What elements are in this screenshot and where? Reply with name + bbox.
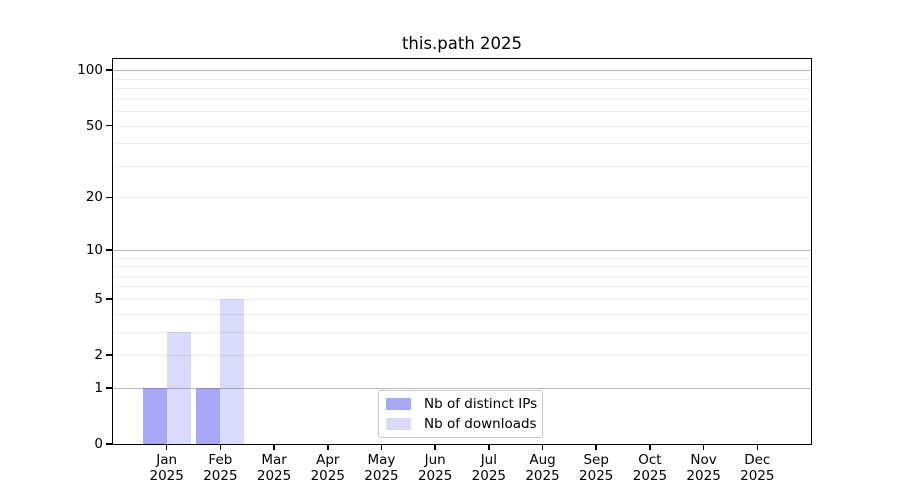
bar-downloads [166, 331, 191, 444]
major-gridline [113, 249, 811, 251]
minor-gridline [113, 286, 811, 288]
x-tick-label: Jan 2025 [132, 452, 202, 484]
minor-gridline [113, 197, 811, 199]
legend-label: Nb of distinct IPs [424, 395, 538, 412]
minor-gridline [113, 331, 811, 333]
x-tick-mark [702, 444, 705, 450]
y-tick-label: 100 [77, 62, 103, 79]
x-tick-year: 2025 [417, 468, 453, 484]
x-tick-label: Dec 2025 [722, 452, 792, 484]
legend-item: Nb of downloads [386, 416, 542, 432]
x-tick-month: Oct [638, 452, 662, 468]
minor-gridline [113, 143, 811, 145]
legend-swatch [386, 418, 411, 431]
x-tick-year: 2025 [310, 468, 345, 484]
x-tick-label: Mar 2025 [239, 452, 309, 484]
y-tick-mark [106, 298, 113, 300]
x-tick-mark [327, 444, 329, 450]
x-tick-mark [165, 444, 168, 450]
x-tick-month: Apr [316, 452, 340, 468]
x-tick-mark [541, 444, 544, 450]
major-gridline [113, 70, 811, 72]
y-tick-mark [106, 69, 113, 71]
x-tick-year: 2025 [579, 468, 614, 484]
y-tick-label: 5 [94, 290, 103, 307]
y-tick-mark [106, 249, 113, 251]
x-tick-label: Aug 2025 [508, 452, 578, 484]
x-tick-year: 2025 [364, 468, 399, 484]
x-tick-year: 2025 [632, 468, 668, 484]
legend-item: Nb of distinct IPs [386, 396, 542, 412]
y-tick-mark [106, 443, 113, 445]
legend-swatch [386, 397, 411, 410]
bar-downloads [220, 298, 245, 444]
y-tick-label: 10 [85, 241, 103, 258]
x-tick-month: Jan [156, 452, 178, 468]
x-tick-label: Feb 2025 [185, 452, 255, 484]
x-tick-year: 2025 [525, 468, 560, 484]
x-tick-label: Jul 2025 [454, 452, 524, 484]
x-tick-year: 2025 [256, 468, 292, 484]
minor-gridline [113, 275, 811, 277]
y-tick-label: 1 [94, 379, 103, 396]
legend-label: Nb of downloads [424, 416, 537, 433]
major-gridline [113, 387, 811, 389]
legend: Nb of distinct IPs Nb of downloads [378, 390, 543, 438]
x-tick-year: 2025 [203, 468, 238, 484]
plot-area [112, 58, 812, 445]
y-tick-mark [106, 387, 113, 389]
x-tick-label: Nov 2025 [669, 452, 739, 484]
x-tick-month: Feb [208, 452, 233, 468]
y-tick-label: 50 [85, 117, 103, 134]
y-tick-mark [106, 196, 113, 199]
x-tick-label: Apr 2025 [293, 452, 363, 484]
minor-gridline [113, 78, 811, 80]
minor-gridline [113, 266, 811, 268]
x-tick-mark [488, 444, 490, 450]
x-tick-month: Jun [424, 452, 446, 468]
y-tick-label: 2 [94, 347, 103, 364]
x-tick-mark [756, 444, 759, 450]
x-tick-label: Sep 2025 [561, 452, 631, 484]
bar-distinct-ips [196, 387, 221, 444]
x-tick-mark [380, 444, 383, 450]
x-tick-label: May 2025 [346, 452, 416, 484]
y-tick-mark [106, 124, 113, 127]
x-tick-mark [595, 444, 597, 450]
minor-gridline [113, 257, 811, 259]
x-tick-year: 2025 [149, 468, 184, 484]
x-tick-year: 2025 [471, 468, 507, 484]
minor-gridline [113, 125, 811, 127]
minor-gridline [113, 355, 811, 357]
chart-title: this.path 2025 [401, 34, 523, 53]
x-tick-month: Jul [480, 452, 497, 468]
x-tick-month: Sep [583, 452, 609, 468]
x-tick-month: May [367, 452, 396, 468]
x-tick-mark [273, 444, 275, 450]
minor-gridline [113, 111, 811, 113]
bar-distinct-ips [142, 387, 167, 444]
minor-gridline [113, 165, 811, 167]
minor-gridline [113, 98, 811, 100]
x-tick-label: Jun 2025 [400, 452, 470, 484]
x-tick-month: Mar [261, 452, 287, 468]
x-tick-year: 2025 [740, 468, 775, 484]
x-tick-mark [434, 444, 436, 450]
x-tick-year: 2025 [686, 468, 721, 484]
minor-gridline [113, 298, 811, 300]
x-tick-mark [649, 444, 651, 450]
x-tick-label: Oct 2025 [615, 452, 685, 484]
x-tick-mark [219, 444, 222, 450]
x-tick-month: Dec [744, 452, 771, 468]
y-tick-mark [106, 354, 113, 356]
y-tick-label: 20 [85, 189, 103, 206]
x-tick-month: Nov [690, 452, 717, 468]
minor-gridline [113, 313, 811, 315]
y-tick-label: 0 [94, 436, 103, 452]
minor-gridline [113, 88, 811, 90]
x-tick-month: Aug [529, 452, 556, 468]
